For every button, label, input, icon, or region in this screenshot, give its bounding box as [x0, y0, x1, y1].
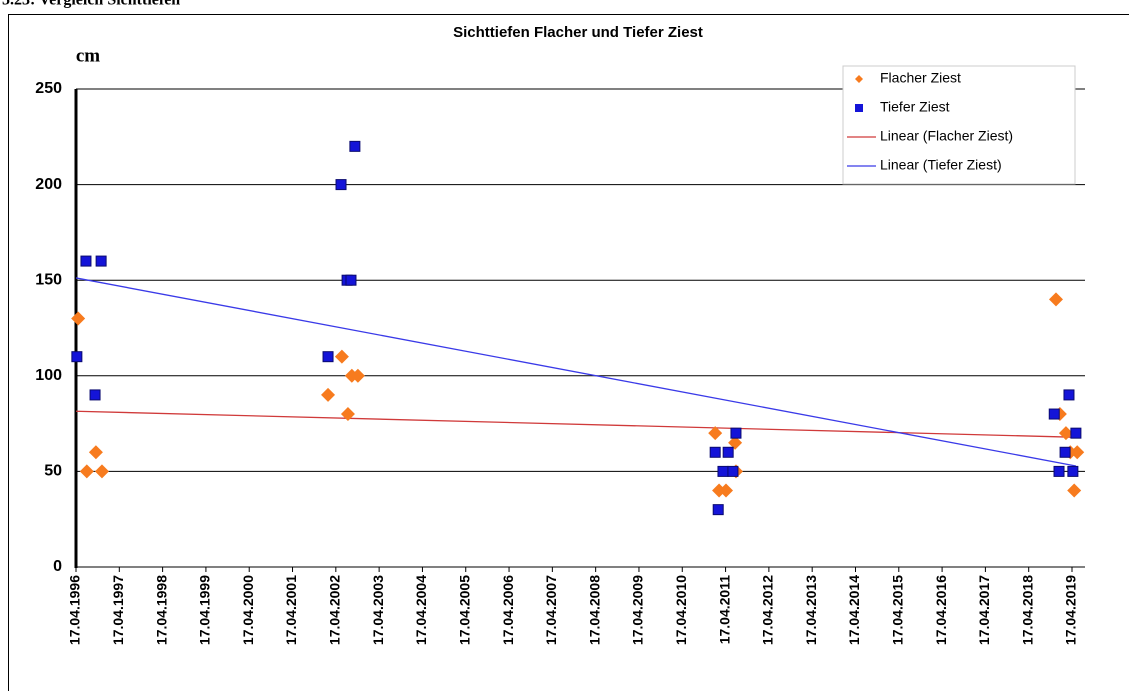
x-tick-label: 17.04.2006	[500, 575, 516, 645]
legend-swatch	[855, 104, 863, 112]
square-point	[712, 504, 724, 516]
diamond-point	[728, 435, 743, 450]
caption: 5.23: Vergleich Sichttiefen	[2, 0, 180, 9]
legend-label: Linear (Flacher Ziest)	[880, 128, 1013, 144]
x-tick-label: 17.04.2005	[456, 575, 472, 645]
x-tick-label: 17.04.1997	[110, 575, 126, 645]
square-point	[80, 255, 92, 267]
y-tick-label: 200	[35, 176, 62, 193]
diamond-point	[71, 311, 86, 326]
square-point	[322, 351, 334, 363]
chart-title: Sichttiefen Flacher und Tiefer Ziest	[453, 24, 703, 41]
diamond-point	[1058, 426, 1073, 441]
diamond-point	[321, 387, 336, 402]
square-point	[1048, 408, 1060, 420]
x-tick-label: 17.04.1998	[153, 575, 169, 645]
legend-label: Linear (Tiefer Ziest)	[880, 157, 1002, 173]
x-tick-label: 17.04.2008	[586, 575, 602, 645]
diamond-point	[334, 349, 349, 364]
square-point	[335, 179, 347, 191]
x-tick-label: 17.04.2007	[543, 575, 559, 645]
square-point	[717, 465, 729, 477]
y-tick-label: 0	[53, 558, 62, 575]
diamond-point	[94, 464, 109, 479]
x-tick-label: 17.04.2018	[1019, 575, 1035, 645]
x-tick-label: 17.04.2017	[976, 575, 992, 645]
square-point	[730, 427, 742, 439]
x-tick-label: 17.04.2012	[760, 575, 776, 645]
x-tick-label: 17.04.2019	[1063, 575, 1079, 645]
diamond-point	[1067, 483, 1082, 498]
square-point	[1063, 389, 1075, 401]
x-tick-label: 17.04.2014	[846, 575, 862, 645]
square-point	[709, 446, 721, 458]
square-point	[345, 274, 357, 286]
x-tick-label: 17.04.2009	[630, 575, 646, 645]
square-point	[1053, 465, 1065, 477]
square-point	[349, 140, 361, 152]
square-point	[1059, 446, 1071, 458]
x-tick-label: 17.04.2011	[716, 575, 732, 645]
diamond-point	[340, 407, 355, 422]
diamond-point	[88, 445, 103, 460]
x-tick-label: 17.04.2010	[673, 575, 689, 645]
y-tick-label: 100	[35, 367, 62, 384]
x-tick-label: 17.04.2000	[240, 575, 256, 645]
legend-label: Flacher Ziest	[880, 70, 961, 86]
square-point	[1067, 465, 1079, 477]
x-tick-label: 17.04.2003	[370, 575, 386, 645]
trend-line	[75, 277, 1077, 467]
diamond-point	[350, 368, 365, 383]
square-point	[1070, 427, 1082, 439]
x-tick-label: 17.04.2004	[413, 575, 429, 645]
square-point	[89, 389, 101, 401]
square-point	[71, 351, 83, 363]
x-tick-label: 17.04.1999	[197, 575, 213, 645]
y-tick-label: 250	[35, 80, 62, 97]
x-tick-label: 17.04.1996	[67, 575, 83, 645]
x-tick-label: 17.04.2015	[889, 575, 905, 645]
x-tick-label: 17.04.2002	[327, 575, 343, 645]
diamond-point	[708, 426, 723, 441]
square-point	[95, 255, 107, 267]
diamond-point	[79, 464, 94, 479]
diamond-point	[1070, 445, 1085, 460]
x-tick-label: 17.04.2013	[803, 575, 819, 645]
legend-box	[842, 65, 1076, 185]
y-tick-label: 150	[35, 271, 62, 288]
diamond-point	[1048, 292, 1063, 307]
diamond-point	[719, 483, 734, 498]
legend-label: Tiefer Ziest	[880, 99, 950, 115]
y-tick-label: 50	[44, 463, 62, 480]
x-tick-label: 17.04.2001	[283, 575, 299, 645]
legend-swatch	[855, 75, 863, 83]
square-point	[722, 446, 734, 458]
y-axis-label: cm	[76, 45, 100, 66]
x-tick-label: 17.04.2016	[933, 575, 949, 645]
square-point	[727, 465, 739, 477]
trend-line	[75, 410, 1078, 438]
